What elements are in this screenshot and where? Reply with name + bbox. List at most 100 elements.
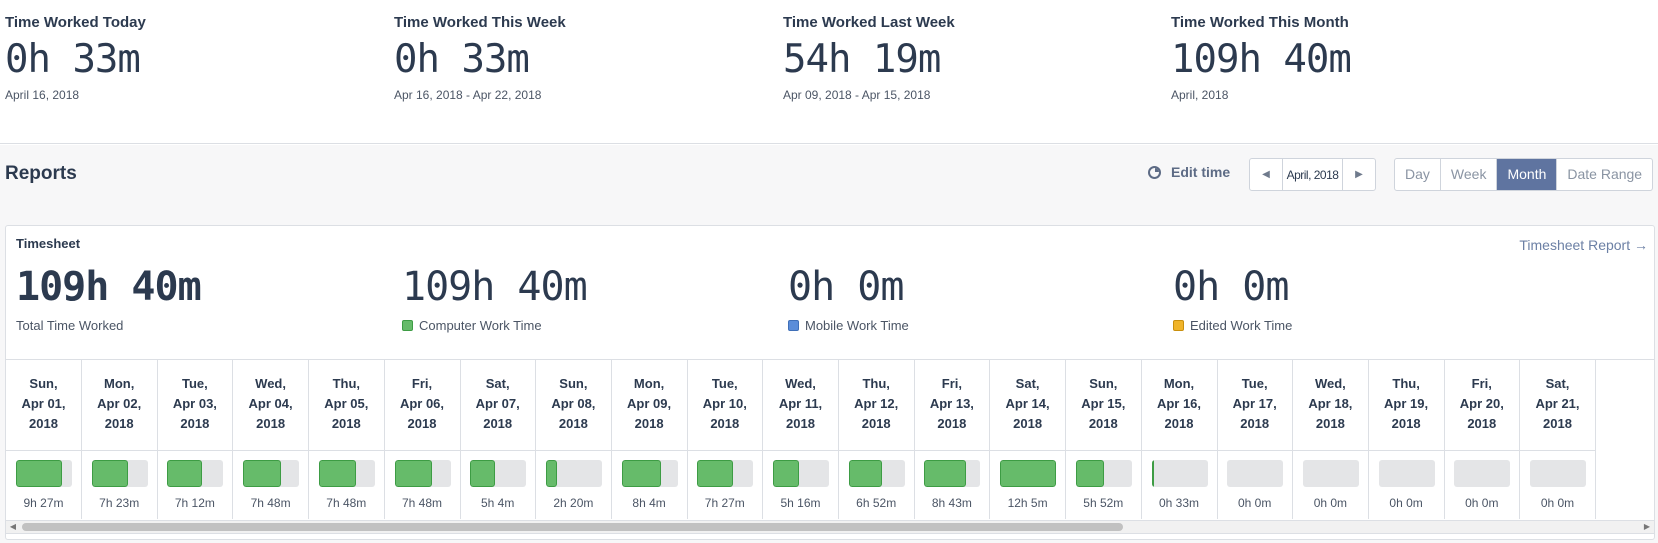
- day-time: 7h 48m: [250, 496, 291, 510]
- day-progress-fill: [773, 460, 799, 487]
- day-label: Sat, Apr 07, 2018: [460, 374, 535, 434]
- day-progress-bar[interactable]: [318, 460, 375, 487]
- edited-swatch: [1173, 320, 1184, 331]
- day-label-line: Apr 02,: [97, 396, 142, 411]
- day-progress-bar[interactable]: [1227, 460, 1284, 487]
- day-label: Sun, Apr 01, 2018: [6, 374, 81, 434]
- day-label: Tue, Apr 10, 2018: [687, 374, 762, 434]
- day-progress-bar[interactable]: [1000, 460, 1057, 487]
- day-divider: [763, 450, 838, 451]
- day-time: 5h 52m: [1083, 496, 1124, 510]
- total-time-value: 109h 40m: [16, 264, 202, 310]
- day-progress-bar[interactable]: [243, 460, 300, 487]
- day-progress-fill: [243, 460, 281, 487]
- day-progress-bar[interactable]: [16, 460, 72, 487]
- day-label-line: Apr 21,: [1535, 396, 1580, 411]
- computer-time-value: 109h 40m: [402, 264, 588, 310]
- caret-left-icon: ◀: [1262, 169, 1270, 180]
- day-label: Thu, Apr 05, 2018: [309, 374, 384, 434]
- day-progress-bar[interactable]: [91, 460, 148, 487]
- day-progress-fill: [621, 460, 661, 487]
- next-month-button[interactable]: ▶: [1342, 159, 1375, 190]
- daily-timeline: Sun, Apr 01, 2018 9h 27m Mon, Apr 02, 2018 7h 2…: [6, 359, 1654, 519]
- day-divider: [233, 450, 309, 451]
- day-label: Tue, Apr 17, 2018: [1217, 374, 1292, 434]
- range-week-button[interactable]: Week: [1441, 159, 1498, 190]
- day-label: Wed, Apr 04, 2018: [233, 374, 308, 434]
- day-column: Thu, Apr 12, 2018 6h 52m: [838, 360, 915, 519]
- scroll-left-icon[interactable]: ◀: [9, 522, 17, 531]
- day-progress-bar[interactable]: [470, 460, 527, 487]
- month-picker: ◀ April, 2018 ▶: [1249, 158, 1376, 191]
- timesheet-report-link[interactable]: Timesheet Report →: [1519, 237, 1648, 253]
- stat-value: 0h 33m: [5, 37, 141, 82]
- edited-time-value: 0h 0m: [1173, 264, 1289, 310]
- day-column: Fri, Apr 20, 2018 0h 0m: [1444, 360, 1521, 519]
- day-label: Mon, Apr 02, 2018: [82, 374, 157, 434]
- computer-swatch: [402, 320, 413, 331]
- day-label-line: Apr 14,: [1005, 396, 1050, 411]
- range-day-button[interactable]: Day: [1395, 159, 1441, 190]
- day-divider: [81, 450, 157, 451]
- scroll-right-icon[interactable]: ▶: [1643, 522, 1651, 531]
- day-label-line: Wed,: [785, 376, 816, 391]
- day-time: 7h 12m: [174, 496, 215, 510]
- day-label-line: 2018: [1240, 416, 1270, 431]
- day-progress-bar[interactable]: [924, 460, 981, 487]
- day-label: Sat, Apr 21, 2018: [1520, 374, 1595, 434]
- day-column: Wed, Apr 04, 2018 7h 48m: [233, 360, 310, 519]
- day-label-line: Apr 06,: [399, 396, 445, 411]
- day-progress-fill: [1075, 460, 1105, 487]
- day-progress-bar[interactable]: [1378, 460, 1435, 487]
- stat-date: April, 2018: [1171, 88, 1229, 102]
- day-label-line: Mon,: [633, 376, 665, 391]
- day-divider: [1217, 450, 1293, 451]
- day-progress-bar[interactable]: [167, 460, 224, 487]
- day-divider: [1444, 450, 1520, 451]
- day-label-line: Apr 05,: [324, 396, 369, 411]
- horizontal-scrollbar[interactable]: ◀ ▶: [5, 520, 1655, 534]
- day-label: Fri, Apr 13, 2018: [914, 374, 989, 434]
- stat-this-week: Time Worked This Week 0h 33m Apr 16, 201…: [394, 14, 566, 102]
- day-progress-bar[interactable]: [1075, 460, 1132, 487]
- stat-value: 54h 19m: [783, 37, 941, 82]
- day-progress-bar[interactable]: [848, 460, 905, 487]
- day-label-line: Tue,: [1241, 376, 1268, 391]
- day-progress-bar[interactable]: [697, 460, 754, 487]
- range-month-button[interactable]: Month: [1497, 159, 1558, 190]
- day-label-line: 2018: [710, 416, 740, 431]
- month-input[interactable]: April, 2018: [1286, 167, 1339, 182]
- day-time: 0h 0m: [1313, 496, 1348, 510]
- day-progress-bar[interactable]: [1302, 460, 1359, 487]
- day-label-line: Sun,: [559, 376, 588, 391]
- day-column: Sun, Apr 15, 2018 5h 52m: [1065, 360, 1142, 519]
- day-progress-bar[interactable]: [394, 460, 451, 487]
- day-progress-bar[interactable]: [1454, 460, 1511, 487]
- day-label-line: Fri,: [1471, 376, 1492, 391]
- scroll-thumb[interactable]: [22, 523, 1123, 531]
- day-label-line: Apr 01,: [21, 396, 66, 411]
- stat-this-month: Time Worked This Month 109h 40m April, 2…: [1171, 14, 1352, 102]
- day-label-line: Apr 15,: [1081, 396, 1126, 411]
- day-time: 2h 20m: [553, 496, 594, 510]
- day-progress-fill: [848, 460, 882, 487]
- day-progress-bar[interactable]: [1530, 460, 1586, 487]
- day-progress-bar[interactable]: [773, 460, 829, 487]
- day-divider: [384, 450, 460, 451]
- computer-time-stat: 109h 40m Computer Work Time: [402, 264, 588, 333]
- stat-value: 0h 33m: [394, 37, 530, 82]
- day-progress-bar[interactable]: [621, 460, 678, 487]
- day-label-line: Sat,: [1545, 376, 1570, 391]
- stat-label: Time Worked This Week: [394, 14, 566, 31]
- day-label-line: Apr 04,: [248, 396, 293, 411]
- day-divider: [157, 450, 233, 451]
- day-label: Sat, Apr 14, 2018: [990, 374, 1065, 434]
- day-label-line: Apr 18,: [1308, 396, 1353, 411]
- day-column: Thu, Apr 19, 2018 0h 0m: [1368, 360, 1445, 519]
- range-date-range-button[interactable]: Date Range: [1567, 166, 1643, 182]
- edit-time-button[interactable]: Edit time: [1148, 164, 1230, 180]
- prev-month-button[interactable]: ◀: [1250, 159, 1283, 190]
- day-divider: [1065, 450, 1141, 451]
- day-progress-bar[interactable]: [1151, 460, 1208, 487]
- day-progress-bar[interactable]: [545, 460, 602, 487]
